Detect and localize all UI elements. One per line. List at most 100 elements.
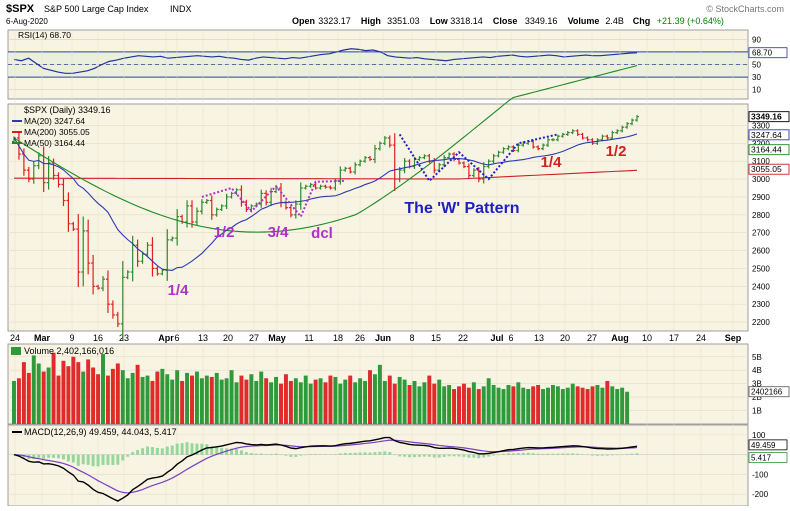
volume-bar (56, 375, 61, 424)
volume-bar (46, 367, 51, 424)
price-bar (26, 167, 31, 183)
price-bar (318, 184, 323, 190)
volume-bar (36, 363, 41, 424)
volume-bar (91, 367, 96, 424)
macd-histogram-bar (373, 452, 377, 455)
volume-bar (595, 385, 600, 424)
price-label-ma20: 3247.64 (751, 130, 782, 140)
macd-histogram-bar (502, 453, 505, 455)
price-bar (155, 266, 160, 276)
volume-bar (353, 382, 358, 424)
macd-histogram-bar (586, 454, 590, 456)
volume-bar (536, 385, 541, 424)
macd-histogram-bar (121, 454, 125, 461)
volume-bar (565, 387, 570, 424)
price-bar (204, 198, 209, 204)
price-tick-label: 2900 (752, 193, 770, 202)
macd-histogram-bar (244, 452, 248, 455)
macd-title: MACD(12,26,9) 49.459, 44.043, 5.417 (24, 427, 177, 437)
volume-bar (160, 368, 165, 424)
legend-ma20: MA(20) 3247.64 (24, 116, 85, 126)
volume-bar (66, 366, 71, 424)
macd-histogram-bar (546, 453, 550, 455)
macd-histogram-bar (576, 453, 580, 455)
x-tick-label: Aug (611, 333, 629, 343)
macd-histogram-bar (417, 454, 421, 457)
volume-bar (274, 376, 279, 424)
volume-bar (343, 379, 348, 424)
macd-histogram-bar (259, 453, 263, 455)
price-bar (546, 137, 550, 147)
price-bar (506, 145, 511, 151)
macd-histogram-bar (220, 448, 224, 455)
annotation-14-5: 1/4 (541, 154, 563, 171)
macd-histogram-bar (32, 454, 36, 459)
x-tick-label: 24 (10, 333, 20, 343)
macd-histogram-bar (254, 453, 258, 455)
rsi-tick-label: 30 (752, 73, 761, 82)
macd-histogram-bar (526, 452, 530, 455)
macd-histogram-bar (393, 454, 397, 456)
ma20-line (13, 133, 638, 271)
macd-histogram-bar (57, 454, 60, 459)
price-bar (96, 284, 101, 290)
volume-bar (397, 376, 402, 424)
price-bar (471, 168, 476, 178)
macd-histogram-bar (625, 454, 629, 455)
volume-bar (21, 362, 26, 424)
x-tick-label: Sep (725, 333, 742, 343)
macd-histogram-bar (630, 453, 634, 455)
macd-histogram-bar (299, 454, 303, 456)
volume-title: Volume 2,402,166,016 (24, 346, 114, 356)
volume-current-box (748, 386, 790, 398)
rsi-current-label: 68.70 (752, 49, 773, 58)
ohlc-label-low: Low (430, 16, 449, 26)
volume-bar (546, 387, 550, 424)
macd-histogram-bar (328, 454, 332, 456)
macd-histogram-bar (422, 454, 426, 457)
price-label-ma200: 3055.05 (751, 164, 782, 174)
price-bar (422, 154, 427, 160)
price-bar (402, 158, 407, 174)
price-tick-label: 2500 (752, 264, 770, 273)
price-bar (555, 134, 560, 142)
volume-bar (105, 375, 110, 424)
macd-histogram-bar (96, 454, 100, 467)
price-tick-label: 3100 (752, 157, 770, 166)
rsi-current-box (748, 47, 788, 59)
volume-bar (155, 371, 160, 424)
volume-bar (234, 382, 239, 424)
macd-histogram-bar (81, 454, 85, 465)
macd-histogram-bar (106, 454, 110, 465)
volume-tick-label: 5B (752, 353, 762, 362)
macd-histogram-bar (536, 453, 540, 455)
macd-histogram-bar (101, 454, 105, 465)
volume-legend-swatch (11, 347, 21, 355)
macd-histogram-bar (131, 452, 135, 455)
price-bar (521, 141, 526, 147)
price-bar (372, 144, 377, 164)
volume-bar (199, 378, 204, 424)
volume-bar (101, 354, 105, 424)
price-bar (150, 237, 155, 277)
volume-bar (120, 370, 125, 424)
x-tick-label: 24 (696, 333, 706, 343)
macd-histogram-bar (165, 446, 169, 455)
ohlc-value-high: 3351.03 (387, 16, 420, 26)
price-bar (417, 156, 422, 161)
macd-histogram-bar (531, 453, 535, 455)
price-bar (91, 254, 96, 295)
price-bar (476, 167, 481, 183)
volume-bar (476, 389, 481, 424)
volume-bar (363, 380, 368, 424)
macd-histogram-bar (170, 445, 174, 455)
macd-histogram-bar (289, 454, 293, 457)
purple-wave-marking (201, 179, 346, 219)
macd-histogram-bar (200, 443, 204, 455)
volume-bar (26, 372, 31, 424)
volume-bar (269, 382, 274, 424)
volume-bar (140, 376, 145, 424)
rsi-tick-label: 10 (752, 86, 761, 95)
macd-histogram-bar (333, 454, 337, 455)
